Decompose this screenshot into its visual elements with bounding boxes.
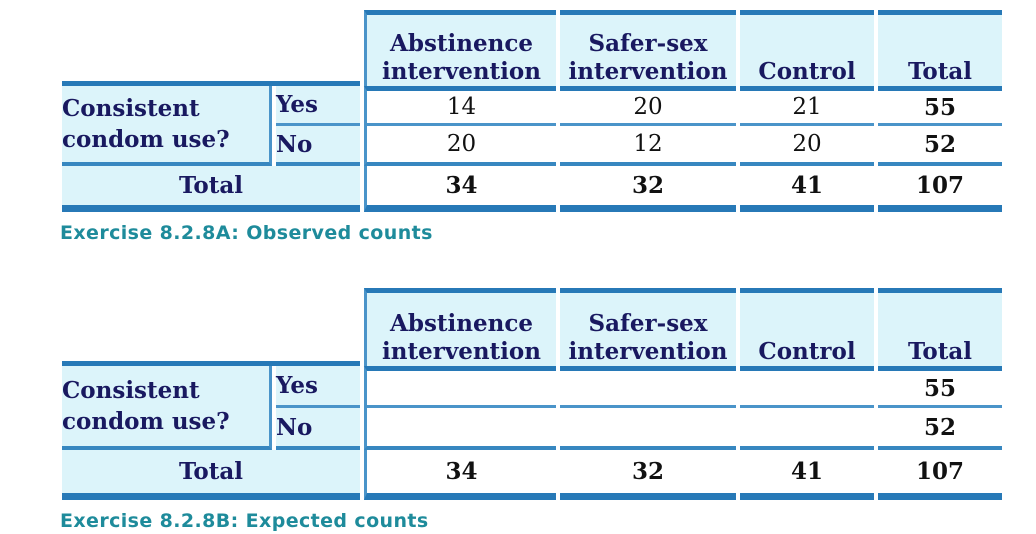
header-line: Abstinence [390, 30, 533, 57]
cell-yes-abstinence [364, 366, 556, 408]
cell-total-control: 41 [740, 450, 874, 500]
expected-counts-section: Abstinence intervention Safer-sex interv… [58, 288, 1036, 534]
cell-yes-control: 21 [740, 86, 874, 126]
cell-total-control: 41 [740, 166, 874, 212]
corner-cell [62, 288, 360, 366]
corner-cell [62, 10, 360, 86]
row-label-no: No [276, 408, 360, 450]
header-row: Abstinence intervention Safer-sex interv… [62, 288, 1002, 366]
cell-grand-total: 107 [878, 450, 1002, 500]
header-line: intervention [382, 58, 541, 85]
row-group-line: condom use? [62, 126, 230, 153]
header-line: Control [758, 58, 856, 85]
cell-no-control [740, 408, 874, 450]
cell-no-abstinence [364, 408, 556, 450]
header-cell-total: Total [878, 10, 1002, 86]
table-row-no: No 20 12 20 52 [62, 126, 1002, 166]
table-row-yes: Consistent condom use? Yes 14 20 21 55 [62, 86, 1002, 166]
cell-no-total: 52 [878, 126, 1002, 166]
row-group-line: condom use? [62, 408, 230, 435]
row-label-yes: Yes [276, 86, 360, 126]
row-group-line: Consistent [62, 95, 200, 122]
row-label-no: No [276, 126, 360, 166]
cell-total-abstinence: 34 [364, 166, 556, 212]
header-line: intervention [568, 58, 728, 85]
header-line: Safer-sex [588, 310, 708, 337]
cell-grand-total: 107 [878, 166, 1002, 212]
total-row-label: Total [62, 166, 360, 212]
cell-total-safer-sex: 32 [560, 166, 736, 212]
table-row-total: Total 34 32 41 107 [62, 450, 1002, 500]
header-line: Control [758, 338, 856, 365]
caption-expected-counts: Exercise 8.2.8B: Expected counts [60, 510, 429, 532]
cell-yes-abstinence: 14 [364, 86, 556, 126]
cell-total-safer-sex: 32 [560, 450, 736, 500]
cell-yes-total: 55 [878, 86, 1002, 126]
header-row: Abstinence intervention Safer-sex interv… [62, 10, 1002, 86]
header-cell-total: Total [878, 288, 1002, 366]
cell-no-safer-sex: 12 [560, 126, 736, 166]
row-group-line: Consistent [62, 377, 200, 404]
header-line: intervention [568, 338, 728, 365]
header-line: intervention [382, 338, 541, 365]
cell-total-abstinence: 34 [364, 450, 556, 500]
cell-yes-safer-sex [560, 366, 736, 408]
header-cell-abstinence-intervention: Abstinence intervention [364, 288, 556, 366]
table-row-total: Total 34 32 41 107 [62, 166, 1002, 212]
header-line: Total [907, 338, 973, 365]
header-cell-abstinence-intervention: Abstinence intervention [364, 10, 556, 86]
row-label-yes: Yes [276, 366, 360, 408]
header-cell-control: Control [740, 10, 874, 86]
header-cell-safer-sex-intervention: Safer-sex intervention [560, 10, 736, 86]
cell-no-safer-sex [560, 408, 736, 450]
total-row-label: Total [62, 450, 360, 500]
header-cell-safer-sex-intervention: Safer-sex intervention [560, 288, 736, 366]
table-row-no: No 52 [62, 408, 1002, 450]
row-group-label: Consistent condom use? [62, 86, 272, 166]
cell-no-control: 20 [740, 126, 874, 166]
caption-observed-counts: Exercise 8.2.8A: Observed counts [60, 222, 433, 244]
table-row-yes: Consistent condom use? Yes 55 [62, 366, 1002, 450]
row-group-label: Consistent condom use? [62, 366, 272, 450]
header-line: Abstinence [390, 310, 533, 337]
header-line: Safer-sex [588, 30, 708, 57]
cell-yes-total: 55 [878, 366, 1002, 408]
cell-yes-safer-sex: 20 [560, 86, 736, 126]
cell-no-abstinence: 20 [364, 126, 556, 166]
cell-yes-control [740, 366, 874, 408]
observed-counts-section: Abstinence intervention Safer-sex interv… [58, 10, 1036, 246]
expected-counts-table: Abstinence intervention Safer-sex interv… [58, 288, 1006, 500]
cell-no-total: 52 [878, 408, 1002, 450]
header-cell-control: Control [740, 288, 874, 366]
header-line: Total [907, 58, 973, 85]
observed-counts-table: Abstinence intervention Safer-sex interv… [58, 10, 1006, 212]
